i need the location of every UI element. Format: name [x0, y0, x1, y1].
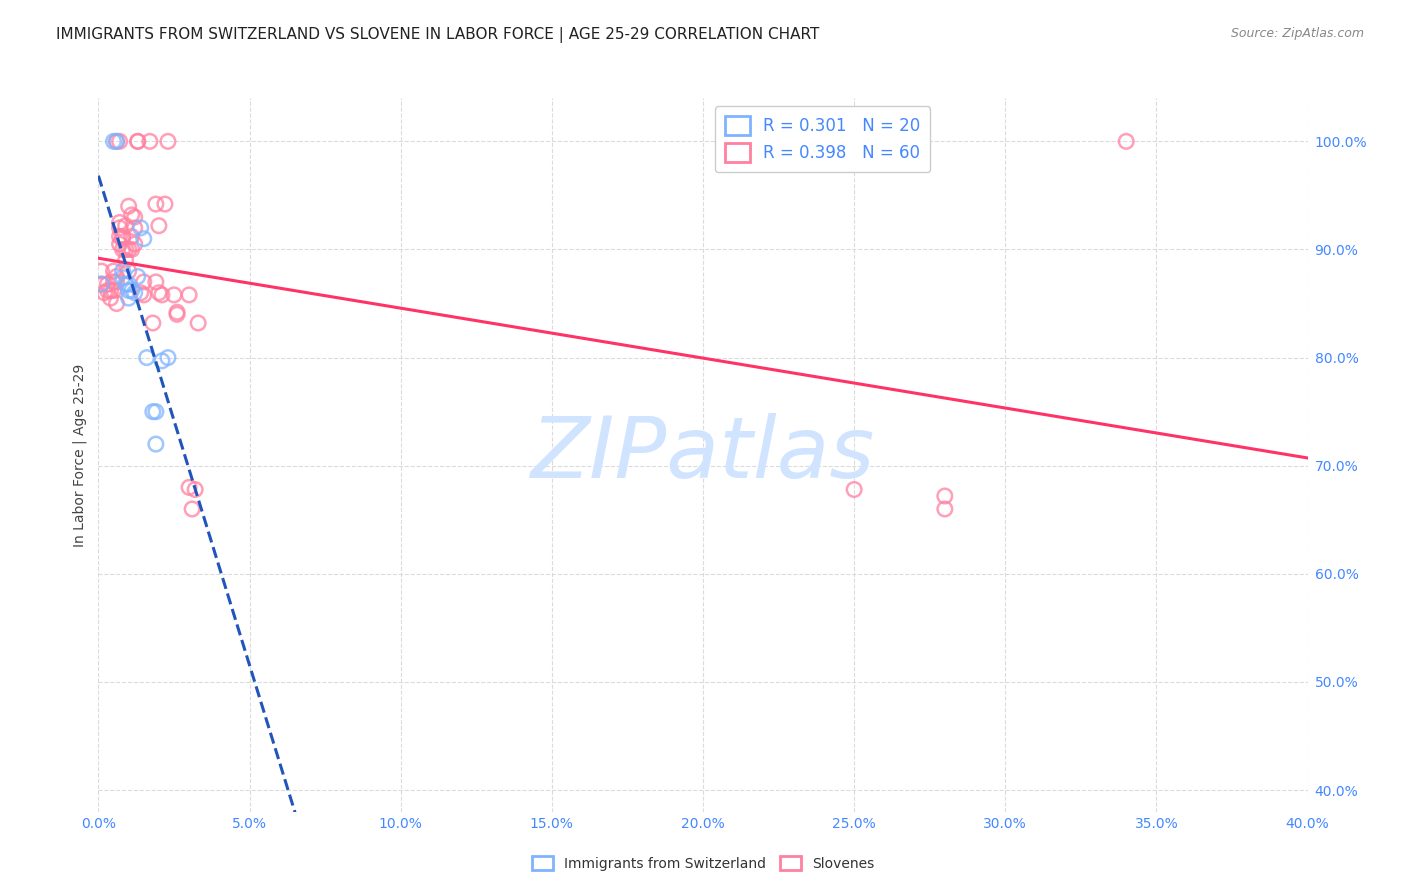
Point [105, 296, 128, 310]
Point [114, 277, 136, 291]
Point [105, 134, 128, 148]
Point [121, 208, 143, 222]
Point [111, 264, 134, 278]
Point [124, 210, 146, 224]
Point [844, 483, 866, 497]
Point [132, 275, 155, 289]
Point [187, 316, 209, 330]
Point [100, 284, 122, 298]
Point [108, 229, 131, 244]
Point [111, 229, 134, 244]
Point [105, 269, 128, 284]
Point [163, 288, 186, 302]
Point [93, 285, 115, 300]
Point [118, 199, 141, 213]
Point [139, 134, 162, 148]
Point [124, 237, 146, 252]
Point [127, 269, 149, 284]
Point [114, 253, 136, 268]
Point [156, 134, 179, 148]
Point [156, 351, 179, 365]
Point [166, 307, 188, 321]
Point [114, 243, 136, 257]
Point [121, 243, 143, 257]
Point [121, 284, 143, 298]
Point [127, 134, 149, 148]
Point [118, 277, 141, 291]
Point [934, 502, 956, 516]
Point [114, 219, 136, 233]
Point [129, 285, 152, 300]
Point [105, 134, 128, 148]
Point [118, 264, 141, 278]
Point [145, 405, 167, 419]
Point [127, 134, 149, 148]
Point [118, 291, 141, 305]
Point [129, 220, 152, 235]
Point [142, 405, 165, 419]
Point [121, 229, 143, 244]
Point [108, 134, 131, 148]
Point [105, 275, 128, 289]
Point [934, 489, 956, 503]
Point [145, 437, 167, 451]
Point [111, 243, 134, 257]
Point [90, 264, 112, 278]
Point [108, 220, 131, 235]
Point [111, 270, 134, 285]
Point [150, 288, 173, 302]
Point [96, 277, 118, 291]
Point [148, 285, 170, 300]
Point [166, 305, 188, 319]
Point [179, 480, 201, 494]
Point [100, 291, 122, 305]
Point [145, 197, 167, 211]
Point [132, 232, 155, 246]
Point [150, 354, 173, 368]
Point [181, 502, 204, 516]
Point [103, 275, 125, 289]
Point [90, 277, 112, 291]
Point [142, 316, 165, 330]
Point [124, 220, 146, 235]
Point [118, 284, 141, 298]
Point [153, 197, 176, 211]
Point [184, 483, 207, 497]
Text: Source: ZipAtlas.com: Source: ZipAtlas.com [1230, 27, 1364, 40]
Point [108, 215, 131, 229]
Legend: Immigrants from Switzerland, Slovenes: Immigrants from Switzerland, Slovenes [526, 850, 880, 876]
Text: ZIPatlas: ZIPatlas [531, 413, 875, 497]
Point [108, 237, 131, 252]
Point [124, 285, 146, 300]
Legend: R = 0.301   N = 20, R = 0.398   N = 60: R = 0.301 N = 20, R = 0.398 N = 60 [714, 106, 931, 172]
Text: IMMIGRANTS FROM SWITZERLAND VS SLOVENE IN LABOR FORCE | AGE 25-29 CORRELATION CH: IMMIGRANTS FROM SWITZERLAND VS SLOVENE I… [56, 27, 820, 43]
Y-axis label: In Labor Force | Age 25-29: In Labor Force | Age 25-29 [73, 363, 87, 547]
Point [103, 134, 125, 148]
Point [179, 288, 201, 302]
Point [103, 264, 125, 278]
Point [132, 288, 155, 302]
Point [103, 284, 125, 298]
Point [118, 243, 141, 257]
Point [1115, 134, 1137, 148]
Point [90, 277, 112, 291]
Point [96, 284, 118, 298]
Point [111, 232, 134, 246]
Point [145, 275, 167, 289]
Point [148, 219, 170, 233]
Point [135, 351, 157, 365]
